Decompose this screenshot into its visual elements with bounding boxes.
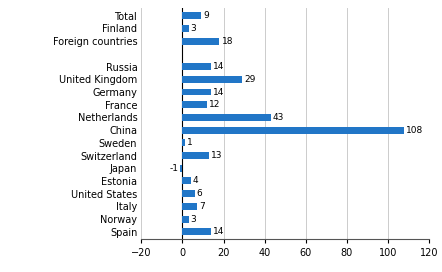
Text: 14: 14 (213, 62, 225, 71)
Bar (183, 25, 189, 32)
Bar (183, 12, 201, 19)
Bar (183, 177, 191, 184)
Text: 3: 3 (191, 215, 196, 224)
Bar (183, 127, 404, 134)
Bar (183, 215, 189, 222)
Text: 1: 1 (187, 138, 192, 147)
Bar (183, 228, 211, 235)
Bar (183, 63, 211, 70)
Text: 9: 9 (203, 11, 209, 20)
Text: 7: 7 (199, 202, 205, 211)
Bar (180, 165, 183, 172)
Text: 43: 43 (273, 113, 284, 122)
Bar (183, 152, 209, 159)
Text: 108: 108 (406, 126, 423, 135)
Bar (183, 114, 271, 121)
Bar (183, 203, 197, 210)
Text: -1: -1 (169, 164, 179, 173)
Bar (183, 101, 207, 108)
Text: 13: 13 (211, 151, 223, 160)
Bar (183, 38, 219, 45)
Text: 12: 12 (209, 100, 221, 109)
Bar (183, 139, 185, 146)
Bar (183, 88, 211, 95)
Bar (183, 76, 242, 83)
Text: 3: 3 (191, 24, 196, 33)
Text: 6: 6 (197, 189, 202, 198)
Text: 14: 14 (213, 88, 225, 97)
Text: 4: 4 (193, 177, 198, 186)
Bar (183, 190, 195, 197)
Text: 14: 14 (213, 227, 225, 236)
Text: 29: 29 (244, 75, 255, 84)
Text: 18: 18 (221, 37, 233, 46)
